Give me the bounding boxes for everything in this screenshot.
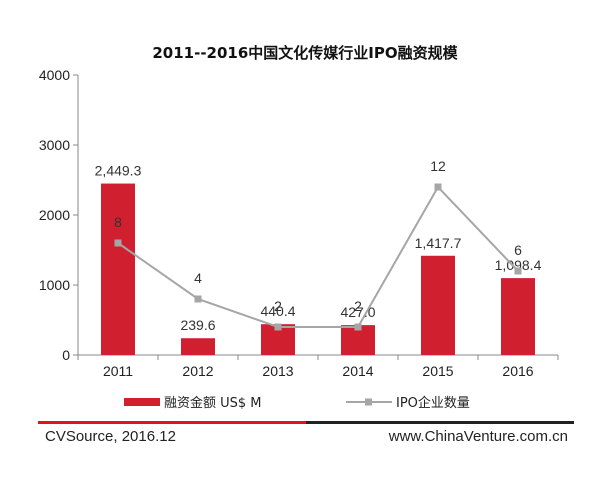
line-data-label: 2 [274,298,282,314]
chart-title: 2011--2016中国文化传媒行业IPO融资规模 [152,44,458,62]
x-tick-label: 2011 [103,363,133,379]
legend-bar-swatch [124,398,160,406]
bar-data-label: 239.6 [180,317,215,333]
axis-group: 0 1000 2000 3000 4000 2011 2012 2013 2014 2015 201… [39,67,559,379]
bar-data-label: 1,098.4 [495,257,542,273]
line-data-label: 2 [354,298,362,314]
footer-divider-red [38,421,306,424]
y-tick-label: 1000 [39,277,70,293]
line-data-label: 12 [430,158,446,174]
x-tick-label: 2013 [262,363,293,379]
y-tick-label: 2000 [39,207,70,223]
x-tick-label: 2012 [182,363,213,379]
line-data-label: 6 [514,242,522,258]
legend-line-marker [365,398,372,406]
legend: 融资金额 US$ M IPO企业数量 [124,395,470,411]
legend-bar-label: 融资金额 US$ M [164,395,262,411]
x-tick-label: 2016 [502,363,533,379]
line-group: 8 4 2 2 12 6 [114,158,522,331]
footer-divider [38,421,574,424]
footer-divider-dark [306,421,574,424]
line-point-marker [354,323,362,331]
source-text: CVSource, 2016.12 [45,428,176,445]
line-data-label: 8 [114,214,122,230]
bar [421,255,455,355]
bar [181,338,215,355]
bar-data-label: 2,449.3 [95,163,142,179]
bar-data-label: 440.4 [260,303,295,319]
y-tick-label: 4000 [39,67,70,83]
line-point-marker [434,183,442,191]
website-text: www.ChinaVenture.com.cn [388,428,568,445]
bar [501,278,535,355]
line-point-marker [194,295,202,303]
x-tick-label: 2015 [422,363,453,379]
bar [101,183,135,355]
chart: 2011--2016中国文化传媒行业IPO融资规模 0 1000 2000 3000 4… [39,44,559,411]
bar-data-label: 1,417.7 [415,235,462,251]
y-tick-label: 3000 [39,137,70,153]
y-tick-label: 0 [62,347,70,363]
line-point-marker [114,239,122,247]
legend-line-label: IPO企业数量 [396,395,470,411]
line-point-marker [274,323,282,331]
x-tick-label: 2014 [342,363,373,379]
line-series-path [117,185,519,328]
line-data-label: 4 [194,270,202,286]
bar-data-label: 427.0 [340,304,375,320]
line-point-marker [514,267,522,275]
